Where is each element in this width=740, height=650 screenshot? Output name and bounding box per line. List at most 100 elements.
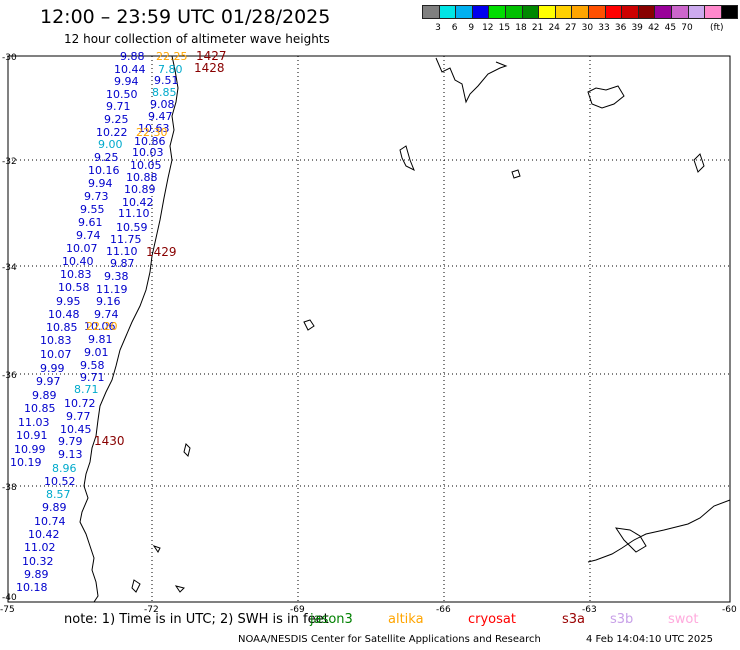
wave-height-label: 9.16	[96, 295, 121, 308]
satellite-legend-item: swot	[668, 612, 699, 627]
wave-height-label: 10.85	[46, 321, 78, 334]
longitude-label: -72	[144, 605, 159, 615]
wave-height-label: 10.86	[134, 135, 166, 148]
wave-height-label: 9.81	[88, 333, 113, 346]
wave-height-label: 11.19	[96, 283, 128, 296]
latitude-label: -36	[2, 371, 17, 381]
islet-1	[183, 443, 191, 457]
wave-height-label: 9.74	[94, 308, 119, 321]
wave-height-label: 22.25	[156, 50, 188, 63]
wave-height-label: 11.75	[110, 233, 142, 246]
wave-height-label: 10.58	[58, 281, 90, 294]
wave-height-label: 9.00	[98, 138, 123, 151]
track-time-label: 1429	[146, 245, 177, 259]
wave-height-label: 10.03	[132, 146, 164, 159]
wave-height-label: 9.79	[58, 435, 83, 448]
wave-height-label: 11.10	[118, 207, 150, 220]
wave-height-label: 10.89	[124, 183, 156, 196]
colorbar-tick-label: 9	[468, 23, 475, 33]
wave-height-label: 22.20	[86, 320, 118, 333]
wave-height-label: 9.58	[80, 359, 105, 372]
wave-height-label: 10.74	[34, 515, 66, 528]
wave-height-label: 9.71	[80, 371, 105, 384]
wave-height-label: 9.25	[94, 151, 119, 164]
wave-height-label: 8.71	[74, 383, 99, 396]
wave-height-label: 9.08	[150, 98, 175, 111]
wave-height-label: 9.55	[80, 203, 105, 216]
track-time-label: 1428	[194, 61, 225, 75]
colorbar-tick-label: 42	[648, 23, 660, 33]
wave-height-label: 9.95	[56, 295, 81, 308]
wave-height-label: 9.38	[104, 270, 129, 283]
wave-height-label: 9.47	[148, 110, 173, 123]
wave-height-label: 9.74	[76, 229, 101, 242]
satellite-legend-item: s3b	[610, 612, 634, 627]
islet-4	[174, 585, 185, 593]
map-subtitle: 12 hour collection of altimeter wave hei…	[64, 32, 330, 46]
wave-height-label: 8.96	[52, 462, 77, 475]
wave-height-label: 10.72	[64, 397, 96, 410]
latitude-label: -40	[2, 593, 17, 603]
colorbar-tick-label: 15	[498, 23, 511, 33]
colorbar-tick-label: 36	[614, 23, 627, 33]
latitude-label: -30	[2, 53, 17, 63]
colorbar-tick-label: 45	[664, 23, 677, 33]
wave-height-label: 9.97	[36, 375, 61, 388]
wave-height-label: 11.03	[18, 416, 50, 429]
wave-height-label: 10.07	[66, 242, 98, 255]
longitude-label: -75	[0, 605, 15, 615]
wave-height-label: 9.87	[110, 257, 135, 270]
colorbar-tick-label: 39	[631, 23, 643, 33]
wave-height-label: 9.25	[104, 113, 129, 126]
wave-height-label: 9.13	[58, 448, 83, 461]
wave-height-label: 9.73	[84, 190, 109, 203]
coastline	[79, 55, 731, 603]
colorbar-tick-label: 3	[435, 23, 441, 33]
wave-height-label: 10.91	[16, 429, 48, 442]
wave-height-label: 9.94	[114, 75, 139, 88]
colorbar-tick-label: 6	[451, 23, 458, 33]
wave-height-label: 7.80	[158, 63, 183, 76]
wave-height-label: 9.61	[78, 216, 103, 229]
island-1	[399, 145, 415, 172]
wave-height-label: 11.10	[106, 245, 138, 258]
colorbar-tick-label: 33	[598, 23, 610, 33]
colorbar-tick-label: 12	[482, 23, 494, 33]
wave-height-label: 10.45	[60, 423, 92, 436]
longitude-label: -69	[290, 605, 305, 615]
generated-timestamp: 4 Feb 14:04:10 UTC 2025	[586, 634, 713, 645]
longitude-label: -66	[436, 605, 451, 615]
wave-height-label: 9.99	[40, 362, 65, 375]
latitude-label: -34	[2, 263, 17, 273]
colorbar-tick-label: 27	[565, 23, 577, 33]
longitude-label: -63	[582, 605, 597, 615]
wave-height-label: 9.71	[106, 100, 131, 113]
wave-height-label: 10.18	[16, 581, 48, 594]
wave-height-label: 10.50	[106, 88, 138, 101]
wave-height-label: 9.77	[66, 410, 91, 423]
wave-height-label: 10.59	[116, 221, 148, 234]
wave-height-label: 10.05	[130, 159, 162, 172]
wave-height-label: 10.88	[126, 171, 158, 184]
wave-height-label: 10.40	[62, 255, 94, 268]
wave-height-label: 10.48	[48, 308, 80, 321]
wave-height-label: 22.30	[136, 126, 168, 139]
coastline-north-east	[435, 57, 508, 104]
colorbar-swatch	[720, 5, 739, 19]
colorbar-unit: (ft)	[710, 23, 724, 33]
latitude-label: -38	[2, 483, 17, 493]
axis-labels: -30 -32 -34 -36 -38 -40 -75 -72 -69 -66 -63 -60	[0, 53, 737, 615]
wave-height-label: 9.89	[42, 501, 67, 514]
wave-height-label: 10.44	[114, 63, 146, 76]
longitude-label: -60	[722, 605, 737, 615]
islet-2	[152, 545, 161, 553]
colorbar-legend: 3 6 9 12 15 18 21 24 27 30 33 36 39 42 45 70 (ft)	[422, 5, 740, 35]
satellite-legend-item: s3a	[562, 612, 586, 627]
island-3	[303, 319, 315, 331]
wave-height-label: 10.16	[88, 164, 120, 177]
wave-height-label: 10.42	[122, 196, 154, 209]
wave-height-label: 10.52	[44, 475, 76, 488]
latitude-label: -32	[2, 157, 17, 167]
